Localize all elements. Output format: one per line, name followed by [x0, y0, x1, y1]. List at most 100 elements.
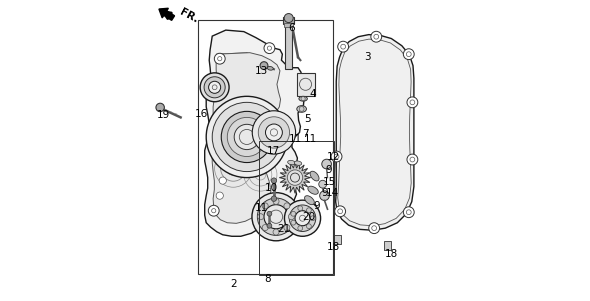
- Text: 10: 10: [265, 183, 278, 193]
- Ellipse shape: [308, 186, 318, 194]
- Text: 14: 14: [326, 188, 339, 198]
- Polygon shape: [336, 35, 414, 230]
- Text: 15: 15: [322, 177, 336, 187]
- Circle shape: [258, 214, 264, 220]
- Ellipse shape: [294, 161, 301, 165]
- Circle shape: [320, 191, 329, 200]
- Circle shape: [407, 154, 418, 165]
- Bar: [333, 235, 341, 244]
- Circle shape: [295, 211, 310, 226]
- Ellipse shape: [297, 106, 306, 112]
- Text: FR.: FR.: [178, 7, 199, 25]
- Circle shape: [271, 196, 277, 201]
- Circle shape: [319, 180, 327, 188]
- Circle shape: [234, 124, 260, 150]
- Circle shape: [284, 200, 320, 236]
- Circle shape: [206, 96, 287, 178]
- Polygon shape: [212, 53, 281, 223]
- Bar: [283, 17, 294, 24]
- Circle shape: [284, 14, 293, 23]
- Circle shape: [257, 198, 294, 235]
- Text: 18: 18: [385, 249, 398, 259]
- Circle shape: [262, 203, 268, 209]
- Bar: [384, 241, 391, 250]
- Text: 16: 16: [195, 109, 208, 119]
- Circle shape: [253, 111, 296, 154]
- Text: 11: 11: [304, 134, 317, 144]
- Circle shape: [310, 216, 315, 221]
- Circle shape: [252, 193, 300, 241]
- Text: 8: 8: [264, 274, 271, 284]
- Circle shape: [216, 192, 224, 199]
- Circle shape: [289, 214, 294, 220]
- Circle shape: [335, 206, 346, 217]
- Text: 7: 7: [302, 129, 309, 139]
- Circle shape: [407, 97, 418, 108]
- Circle shape: [258, 117, 290, 148]
- Circle shape: [227, 117, 267, 157]
- Circle shape: [204, 77, 225, 98]
- Ellipse shape: [304, 196, 314, 205]
- Circle shape: [273, 229, 279, 235]
- Text: 9: 9: [321, 188, 328, 198]
- Text: 21: 21: [277, 224, 290, 234]
- Circle shape: [284, 203, 290, 209]
- Circle shape: [200, 73, 229, 102]
- Circle shape: [262, 225, 268, 231]
- Circle shape: [404, 49, 414, 60]
- Circle shape: [271, 178, 277, 183]
- Circle shape: [298, 226, 303, 231]
- Text: 18: 18: [327, 242, 340, 253]
- Ellipse shape: [310, 171, 319, 181]
- Text: 6: 6: [289, 23, 295, 33]
- Circle shape: [289, 205, 316, 231]
- Circle shape: [156, 103, 165, 112]
- Polygon shape: [205, 30, 304, 236]
- Text: 12: 12: [327, 151, 340, 162]
- Circle shape: [260, 62, 268, 70]
- Bar: [284, 23, 293, 27]
- Ellipse shape: [288, 160, 295, 165]
- Text: 20: 20: [302, 212, 316, 222]
- Circle shape: [306, 224, 312, 229]
- Circle shape: [322, 159, 332, 169]
- FancyArrow shape: [159, 8, 175, 20]
- Circle shape: [264, 43, 275, 54]
- Circle shape: [219, 177, 227, 184]
- Circle shape: [306, 208, 312, 213]
- Circle shape: [298, 206, 303, 211]
- Circle shape: [267, 211, 272, 216]
- Circle shape: [273, 198, 279, 204]
- Text: 11: 11: [289, 134, 302, 144]
- Circle shape: [291, 220, 296, 225]
- Text: 19: 19: [156, 110, 170, 120]
- Circle shape: [337, 41, 349, 52]
- Text: 5: 5: [304, 114, 310, 124]
- Text: 9: 9: [313, 201, 320, 211]
- Text: 4: 4: [309, 89, 316, 99]
- Circle shape: [287, 170, 303, 185]
- Text: 11: 11: [254, 203, 268, 213]
- Text: 17: 17: [267, 146, 280, 156]
- Circle shape: [267, 223, 272, 228]
- Circle shape: [404, 207, 414, 218]
- Circle shape: [260, 216, 270, 227]
- Circle shape: [209, 81, 221, 93]
- Circle shape: [214, 53, 225, 64]
- Bar: [286, 23, 292, 69]
- Circle shape: [221, 111, 273, 163]
- Circle shape: [331, 151, 342, 162]
- Circle shape: [284, 225, 290, 231]
- Text: 9: 9: [326, 165, 332, 175]
- Text: 13: 13: [255, 66, 268, 76]
- Circle shape: [212, 102, 281, 172]
- Circle shape: [266, 124, 283, 141]
- Text: 2: 2: [230, 279, 237, 290]
- Circle shape: [208, 205, 219, 216]
- Ellipse shape: [267, 67, 273, 70]
- Text: 3: 3: [364, 52, 371, 62]
- FancyBboxPatch shape: [297, 73, 314, 96]
- Circle shape: [291, 211, 296, 216]
- Ellipse shape: [299, 96, 307, 101]
- Circle shape: [264, 205, 288, 229]
